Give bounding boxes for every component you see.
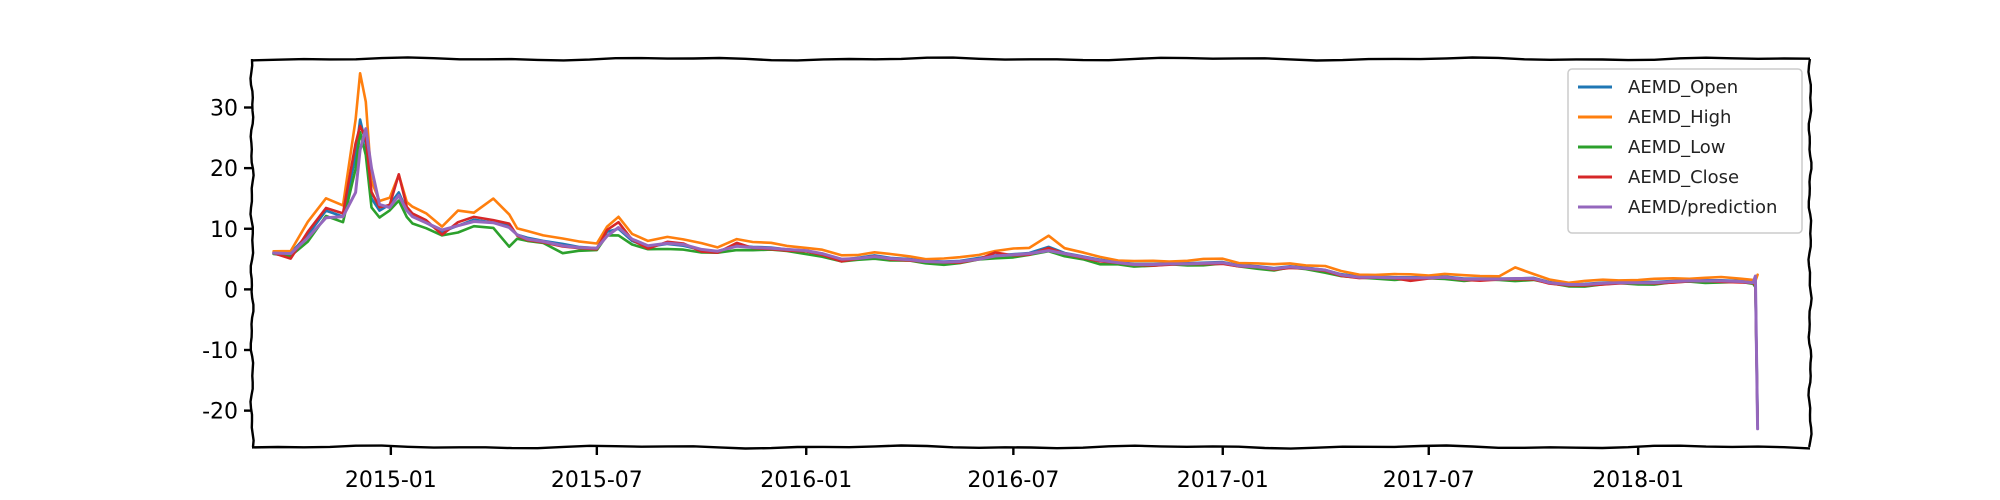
legend: AEMD_Open AEMD_High AEMD_Low AEMD_Close AEMD… (1567, 68, 1803, 234)
legend-label: AEMD/prediction (1628, 197, 1777, 218)
y-axis: 30 20 10 0 -10 -20 (202, 97, 252, 425)
frame-top (251, 56, 1811, 62)
legend-box (1567, 68, 1803, 234)
frame-bottom (251, 444, 1811, 450)
x-tick-label: 2015-07 (551, 468, 643, 493)
frame-left (249, 58, 255, 448)
x-tick-label: 2016-07 (967, 468, 1059, 493)
x-tick-label: 2018-01 (1592, 468, 1684, 493)
y-tick-label: 20 (210, 157, 238, 182)
series-line-aemd-high (272, 72, 1759, 285)
frame-right (1807, 58, 1813, 448)
y-tick-label: 10 (210, 218, 238, 243)
x-axis: 2015-01 2015-07 2016-01 2016-07 2017-01 2017-… (345, 447, 1684, 493)
y-tick-label: 30 (210, 97, 238, 122)
x-tick-label: 2017-07 (1383, 468, 1475, 493)
legend-label: AEMD_High (1628, 107, 1731, 128)
series-line-aemd-open (272, 118, 1759, 418)
y-tick-label: -10 (202, 339, 238, 364)
x-tick-label: 2017-01 (1177, 468, 1269, 493)
y-tick-label: 0 (224, 278, 238, 303)
series-line-aemd-prediction (272, 127, 1760, 431)
plot-frame (249, 56, 1813, 450)
legend-label: AEMD_Low (1628, 137, 1726, 158)
y-tick-label: -20 (202, 400, 238, 425)
x-tick-label: 2015-01 (345, 468, 437, 493)
legend-label: AEMD_Open (1628, 77, 1738, 98)
legend-label: AEMD_Close (1628, 167, 1739, 188)
x-tick-label: 2016-01 (760, 468, 852, 493)
series-layer (272, 72, 1760, 431)
